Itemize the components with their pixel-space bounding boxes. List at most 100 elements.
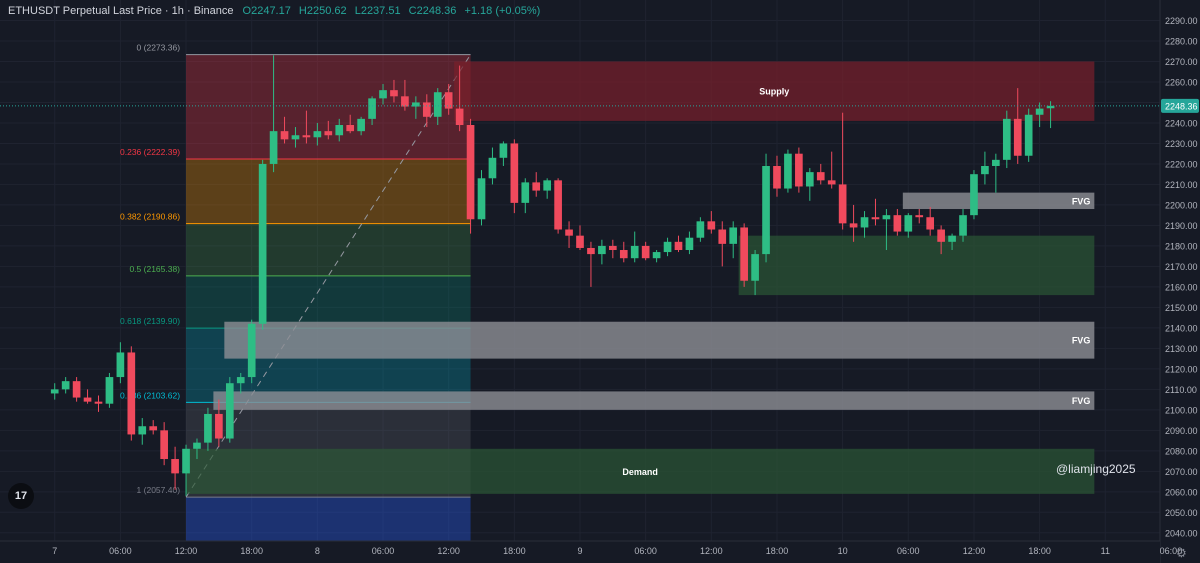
candle-body-up <box>970 174 978 216</box>
exchange-label: Binance <box>193 5 234 17</box>
candle-body-up <box>488 157 497 179</box>
time-tick-label: 18:00 <box>1028 546 1051 556</box>
candle-body-down <box>740 227 748 281</box>
price-tick-label: 2180.00 <box>1165 241 1198 251</box>
candle-body-down <box>466 125 475 220</box>
close-value: C2248.36 <box>408 5 457 17</box>
price-tick-label: 2210.00 <box>1165 180 1198 190</box>
candle-body-down <box>346 125 355 132</box>
gear-icon[interactable]: ⚙ <box>1176 546 1187 560</box>
change-value: +1.18 (+0.05%) <box>464 5 541 17</box>
price-tick-label: 2290.00 <box>1165 16 1198 26</box>
ohlc-values: O2247.17 H2250.62 L2237.51 C2248.36 +1.1… <box>243 5 546 17</box>
candle-body-down <box>871 217 880 220</box>
zone-supply <box>454 61 1095 121</box>
candle-body-up <box>729 227 738 244</box>
symbol-label[interactable]: ETHUSDT Perpetual Last Price <box>8 5 162 17</box>
candle-body-down <box>565 229 573 236</box>
zone-fvg <box>213 391 1095 410</box>
price-tick-label: 2060.00 <box>1165 487 1198 497</box>
candle-body-up <box>521 182 530 203</box>
candle-body-down <box>937 229 945 242</box>
high-value: H2250.62 <box>298 5 347 17</box>
timeframe-label[interactable]: 1h <box>171 5 184 17</box>
price-tick-label: 2260.00 <box>1165 77 1198 87</box>
price-tick-label: 2080.00 <box>1165 446 1198 456</box>
candle-body-down <box>280 131 289 140</box>
price-axis-background <box>1160 0 1200 563</box>
chart-header: ETHUSDT Perpetual Last Price · 1h · Bina… <box>8 5 545 17</box>
candle-body-up <box>598 245 606 255</box>
candle-body-down <box>587 247 595 255</box>
last-price-label: 2248.36 <box>1165 101 1198 111</box>
zone-label: FVG <box>1072 196 1091 206</box>
candle-body-down <box>609 245 617 251</box>
candle-body-up <box>379 90 387 99</box>
candle-body-up <box>412 102 420 107</box>
candle-body-up <box>61 381 70 390</box>
candle-body-up <box>368 98 376 119</box>
candle-body-up <box>225 383 234 439</box>
time-tick-label: 18:00 <box>240 546 263 556</box>
candle-body-up <box>981 165 989 175</box>
low-value: L2237.51 <box>354 5 401 17</box>
price-tick-label: 2270.00 <box>1165 57 1198 67</box>
price-tick-label: 2160.00 <box>1165 282 1198 292</box>
candle-body-up <box>685 237 694 251</box>
candle-body-up <box>313 131 322 138</box>
candle-body-down <box>83 397 92 402</box>
candle-body-down <box>1013 118 1022 156</box>
zone-fvg <box>902 192 1095 210</box>
candle-body-up <box>959 215 967 236</box>
candle-body-down <box>827 180 836 185</box>
time-tick-label: 18:00 <box>766 546 789 556</box>
fib-level-label: 1 (2057.40) <box>137 485 181 495</box>
fib-level-label: 0.618 (2139.90) <box>120 316 180 326</box>
price-tick-label: 2220.00 <box>1165 159 1198 169</box>
time-tick-label: 06:00 <box>634 546 657 556</box>
fib-level-label: 0.382 (2190.86) <box>120 212 180 222</box>
candle-body-down <box>149 426 158 431</box>
time-tick-label: 12:00 <box>175 546 198 556</box>
price-tick-label: 2050.00 <box>1165 508 1198 518</box>
price-tick-label: 2120.00 <box>1165 364 1198 374</box>
candle-body-up <box>696 221 705 238</box>
zone-label: Demand <box>622 467 658 477</box>
candle-body-up <box>236 377 245 384</box>
candle-body-up <box>182 448 190 474</box>
fib-level-label: 0 (2273.36) <box>137 43 181 53</box>
zone-label: FVG <box>1072 396 1091 406</box>
candle-body-up <box>116 352 125 378</box>
zone-demand-ob <box>738 235 1095 296</box>
candle-body-down <box>390 90 398 97</box>
candle-body-down <box>619 250 628 259</box>
time-tick-label: 06:00 <box>897 546 920 556</box>
price-tick-label: 2280.00 <box>1165 36 1198 46</box>
candle-body-down <box>849 223 858 228</box>
candle-body-up <box>477 178 486 220</box>
time-tick-label: 06:00 <box>109 546 132 556</box>
price-tick-label: 2240.00 <box>1165 118 1198 128</box>
price-tick-label: 2070.00 <box>1165 467 1198 477</box>
price-tick-label: 2130.00 <box>1165 344 1198 354</box>
candle-body-up <box>948 235 956 242</box>
price-tick-label: 2090.00 <box>1165 426 1198 436</box>
candle-body-down <box>160 430 168 460</box>
tradingview-logo-icon[interactable]: 17 <box>8 483 34 509</box>
candle-body-down <box>915 215 924 218</box>
candle-body-up <box>784 153 792 189</box>
fib-extension-band <box>186 497 471 541</box>
candle-body-down <box>554 180 562 230</box>
zone-fvg <box>224 321 1095 359</box>
author-watermark: @liamjing2025 <box>1056 462 1136 476</box>
candle-body-down <box>674 241 683 251</box>
time-tick-label: 8 <box>315 546 320 556</box>
zone-label: FVG <box>1072 336 1091 346</box>
time-tick-label: 9 <box>577 546 582 556</box>
time-axis-background <box>0 541 1160 563</box>
candle-body-up <box>1046 105 1055 109</box>
candle-body-up <box>138 426 147 435</box>
candle-body-up <box>50 389 59 394</box>
candle-body-down <box>302 135 311 138</box>
